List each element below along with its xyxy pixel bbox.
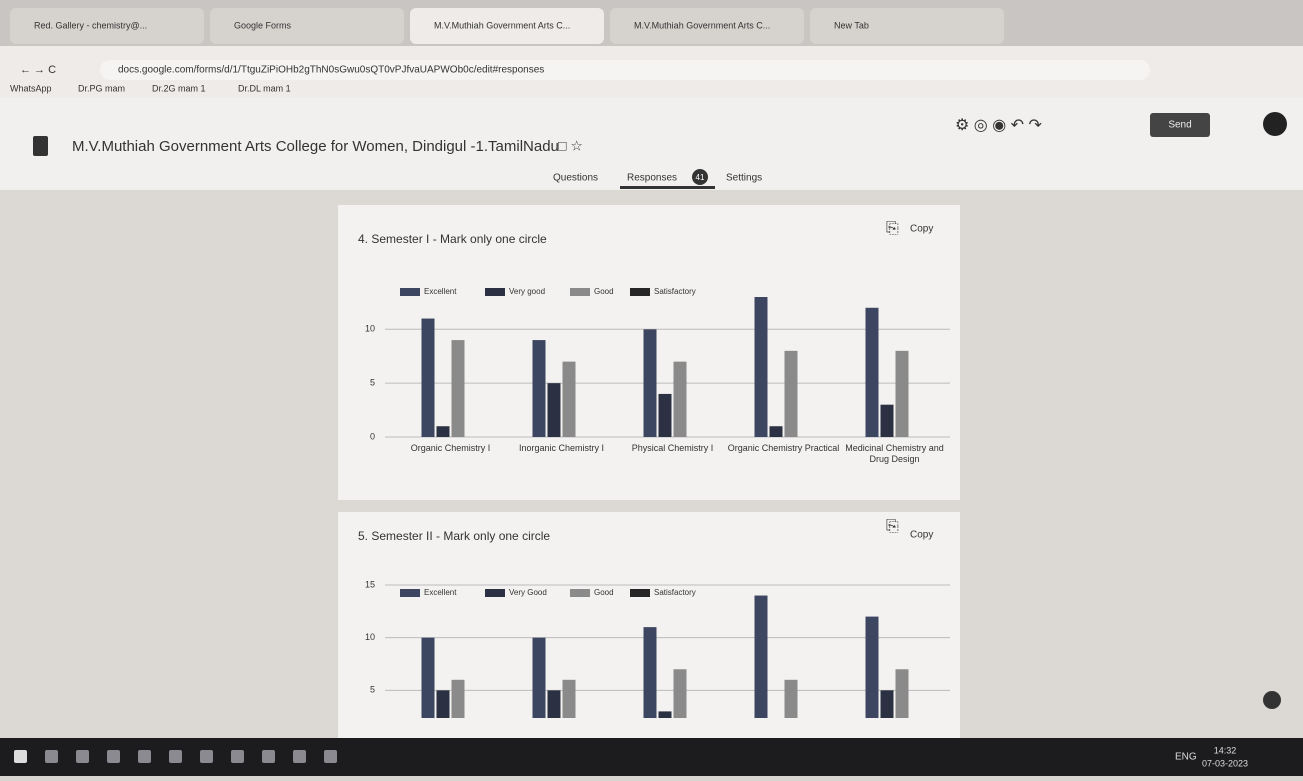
taskbar-date: 07-03-2023 [1202, 758, 1248, 768]
bar [896, 351, 909, 437]
legend-label: Good [594, 287, 614, 296]
taskbar-icon[interactable] [324, 750, 337, 763]
taskbar-icon[interactable] [45, 750, 58, 763]
tab-title[interactable]: Google Forms [234, 20, 292, 30]
bar [437, 426, 450, 437]
x-tick-label: Inorganic Chemistry I [504, 443, 620, 454]
taskbar-icon[interactable] [169, 750, 182, 763]
bookmark[interactable]: WhatsApp [10, 83, 52, 93]
copy-icon[interactable]: ⎘ [886, 220, 899, 237]
taskbar-icon[interactable] [107, 750, 120, 763]
x-label-box: Medicinal Chemistry and Drug Design [837, 443, 953, 473]
avatar[interactable] [1263, 112, 1287, 136]
send-label[interactable]: Send [1168, 120, 1191, 131]
legend-swatch [570, 589, 590, 597]
tab-title[interactable]: M.V.Muthiah Government Arts C... [434, 20, 570, 30]
bar [770, 426, 783, 437]
taskbar-icon[interactable] [231, 750, 244, 763]
x-label-box: Physical Chemistry I [615, 443, 731, 473]
form-title: M.V.Muthiah Government Arts College for … [72, 138, 559, 155]
taskbar-lang: ENG [1175, 752, 1197, 763]
bar [674, 362, 687, 437]
x-tick-label: Physical Chemistry I [615, 443, 731, 454]
taskbar-icon[interactable] [138, 750, 151, 763]
legend-swatch [485, 288, 505, 296]
x-tick-label: Medicinal Chemistry and Drug Design [837, 443, 953, 465]
url[interactable]: docs.google.com/forms/d/1/TtguZiPiOHb2gT… [118, 65, 544, 76]
bar [755, 297, 768, 437]
x-label-box: Organic Chemistry Practical [726, 443, 842, 473]
taskbar-icon[interactable] [200, 750, 213, 763]
response-count: 41 [696, 173, 705, 182]
taskbar-icon[interactable] [76, 750, 89, 763]
bookmark[interactable]: Dr.2G mam 1 [152, 83, 206, 93]
bar [452, 340, 465, 437]
bar [563, 362, 576, 437]
bar [644, 329, 657, 437]
copy-icon[interactable]: ⎘ [886, 518, 899, 535]
bookmark[interactable]: Dr.DL mam 1 [238, 83, 291, 93]
legend-swatch [400, 288, 420, 296]
y-tick-label: 5 [370, 685, 375, 695]
taskbar-time: 14:32 [1214, 745, 1237, 755]
form-tab[interactable]: Responses [627, 173, 677, 184]
tab-title[interactable]: New Tab [834, 20, 869, 30]
chart-title: 4. Semester I - Mark only one circle [358, 232, 547, 246]
legend-swatch [630, 288, 650, 296]
bookmark[interactable]: Dr.PG mam [78, 83, 125, 93]
header-icons[interactable]: ⚙ ◎ ◉ ↶ ↷ [955, 117, 1042, 134]
legend-swatch [485, 589, 505, 597]
legend-label: Excellent [424, 287, 457, 296]
tab-title[interactable]: Red. Gallery - chemistry@... [34, 20, 147, 30]
form-tab[interactable]: Questions [553, 173, 598, 184]
bar [422, 319, 435, 437]
active-tab-indicator [620, 186, 715, 189]
bar [785, 351, 798, 437]
x-label-box: Organic Chemistry I [393, 443, 509, 473]
y-tick-label: 15 [365, 579, 375, 589]
bar [548, 383, 561, 437]
legend-label: Satisfactory [654, 287, 696, 296]
legend-label: Satisfactory [654, 588, 696, 597]
taskbar-icon[interactable] [262, 750, 275, 763]
nav-buttons[interactable]: ← → C [20, 64, 56, 76]
legend-swatch [400, 589, 420, 597]
y-tick-label: 10 [365, 632, 375, 642]
legend-swatch [570, 288, 590, 296]
help-button[interactable] [1263, 691, 1281, 709]
folder-star-icons[interactable]: □ ☆ [558, 138, 583, 154]
bar [533, 340, 546, 437]
copy-button[interactable]: Copy [910, 530, 933, 541]
tab-title[interactable]: M.V.Muthiah Government Arts C... [634, 20, 770, 30]
form-tab[interactable]: Settings [726, 173, 762, 184]
y-tick-label: 5 [370, 378, 375, 388]
legend-label: Good [594, 588, 614, 597]
x-tick-label: Organic Chemistry I [393, 443, 509, 454]
screen: Red. Gallery - chemistry@... Google Forms… [0, 0, 1303, 776]
legend-label: Excellent [424, 588, 457, 597]
y-tick-label: 10 [365, 324, 375, 334]
taskbar [0, 738, 1303, 776]
copy-button[interactable]: Copy [910, 224, 933, 235]
legend-label: Very Good [509, 588, 547, 597]
bar [659, 394, 672, 437]
page: Red. Gallery - chemistry@... Google Forms… [0, 0, 1303, 776]
legend-label: Very good [509, 287, 545, 296]
bar [881, 405, 894, 437]
x-tick-label: Organic Chemistry Practical [726, 443, 842, 454]
y-tick-label: 0 [370, 431, 375, 441]
bar [866, 308, 879, 437]
legend-swatch [630, 589, 650, 597]
taskbar-icon[interactable] [14, 750, 27, 763]
x-label-box: Inorganic Chemistry I [504, 443, 620, 473]
taskbar-icon[interactable] [293, 750, 306, 763]
chart-title: 5. Semester II - Mark only one circle [358, 529, 550, 543]
forms-icon[interactable] [33, 136, 48, 156]
